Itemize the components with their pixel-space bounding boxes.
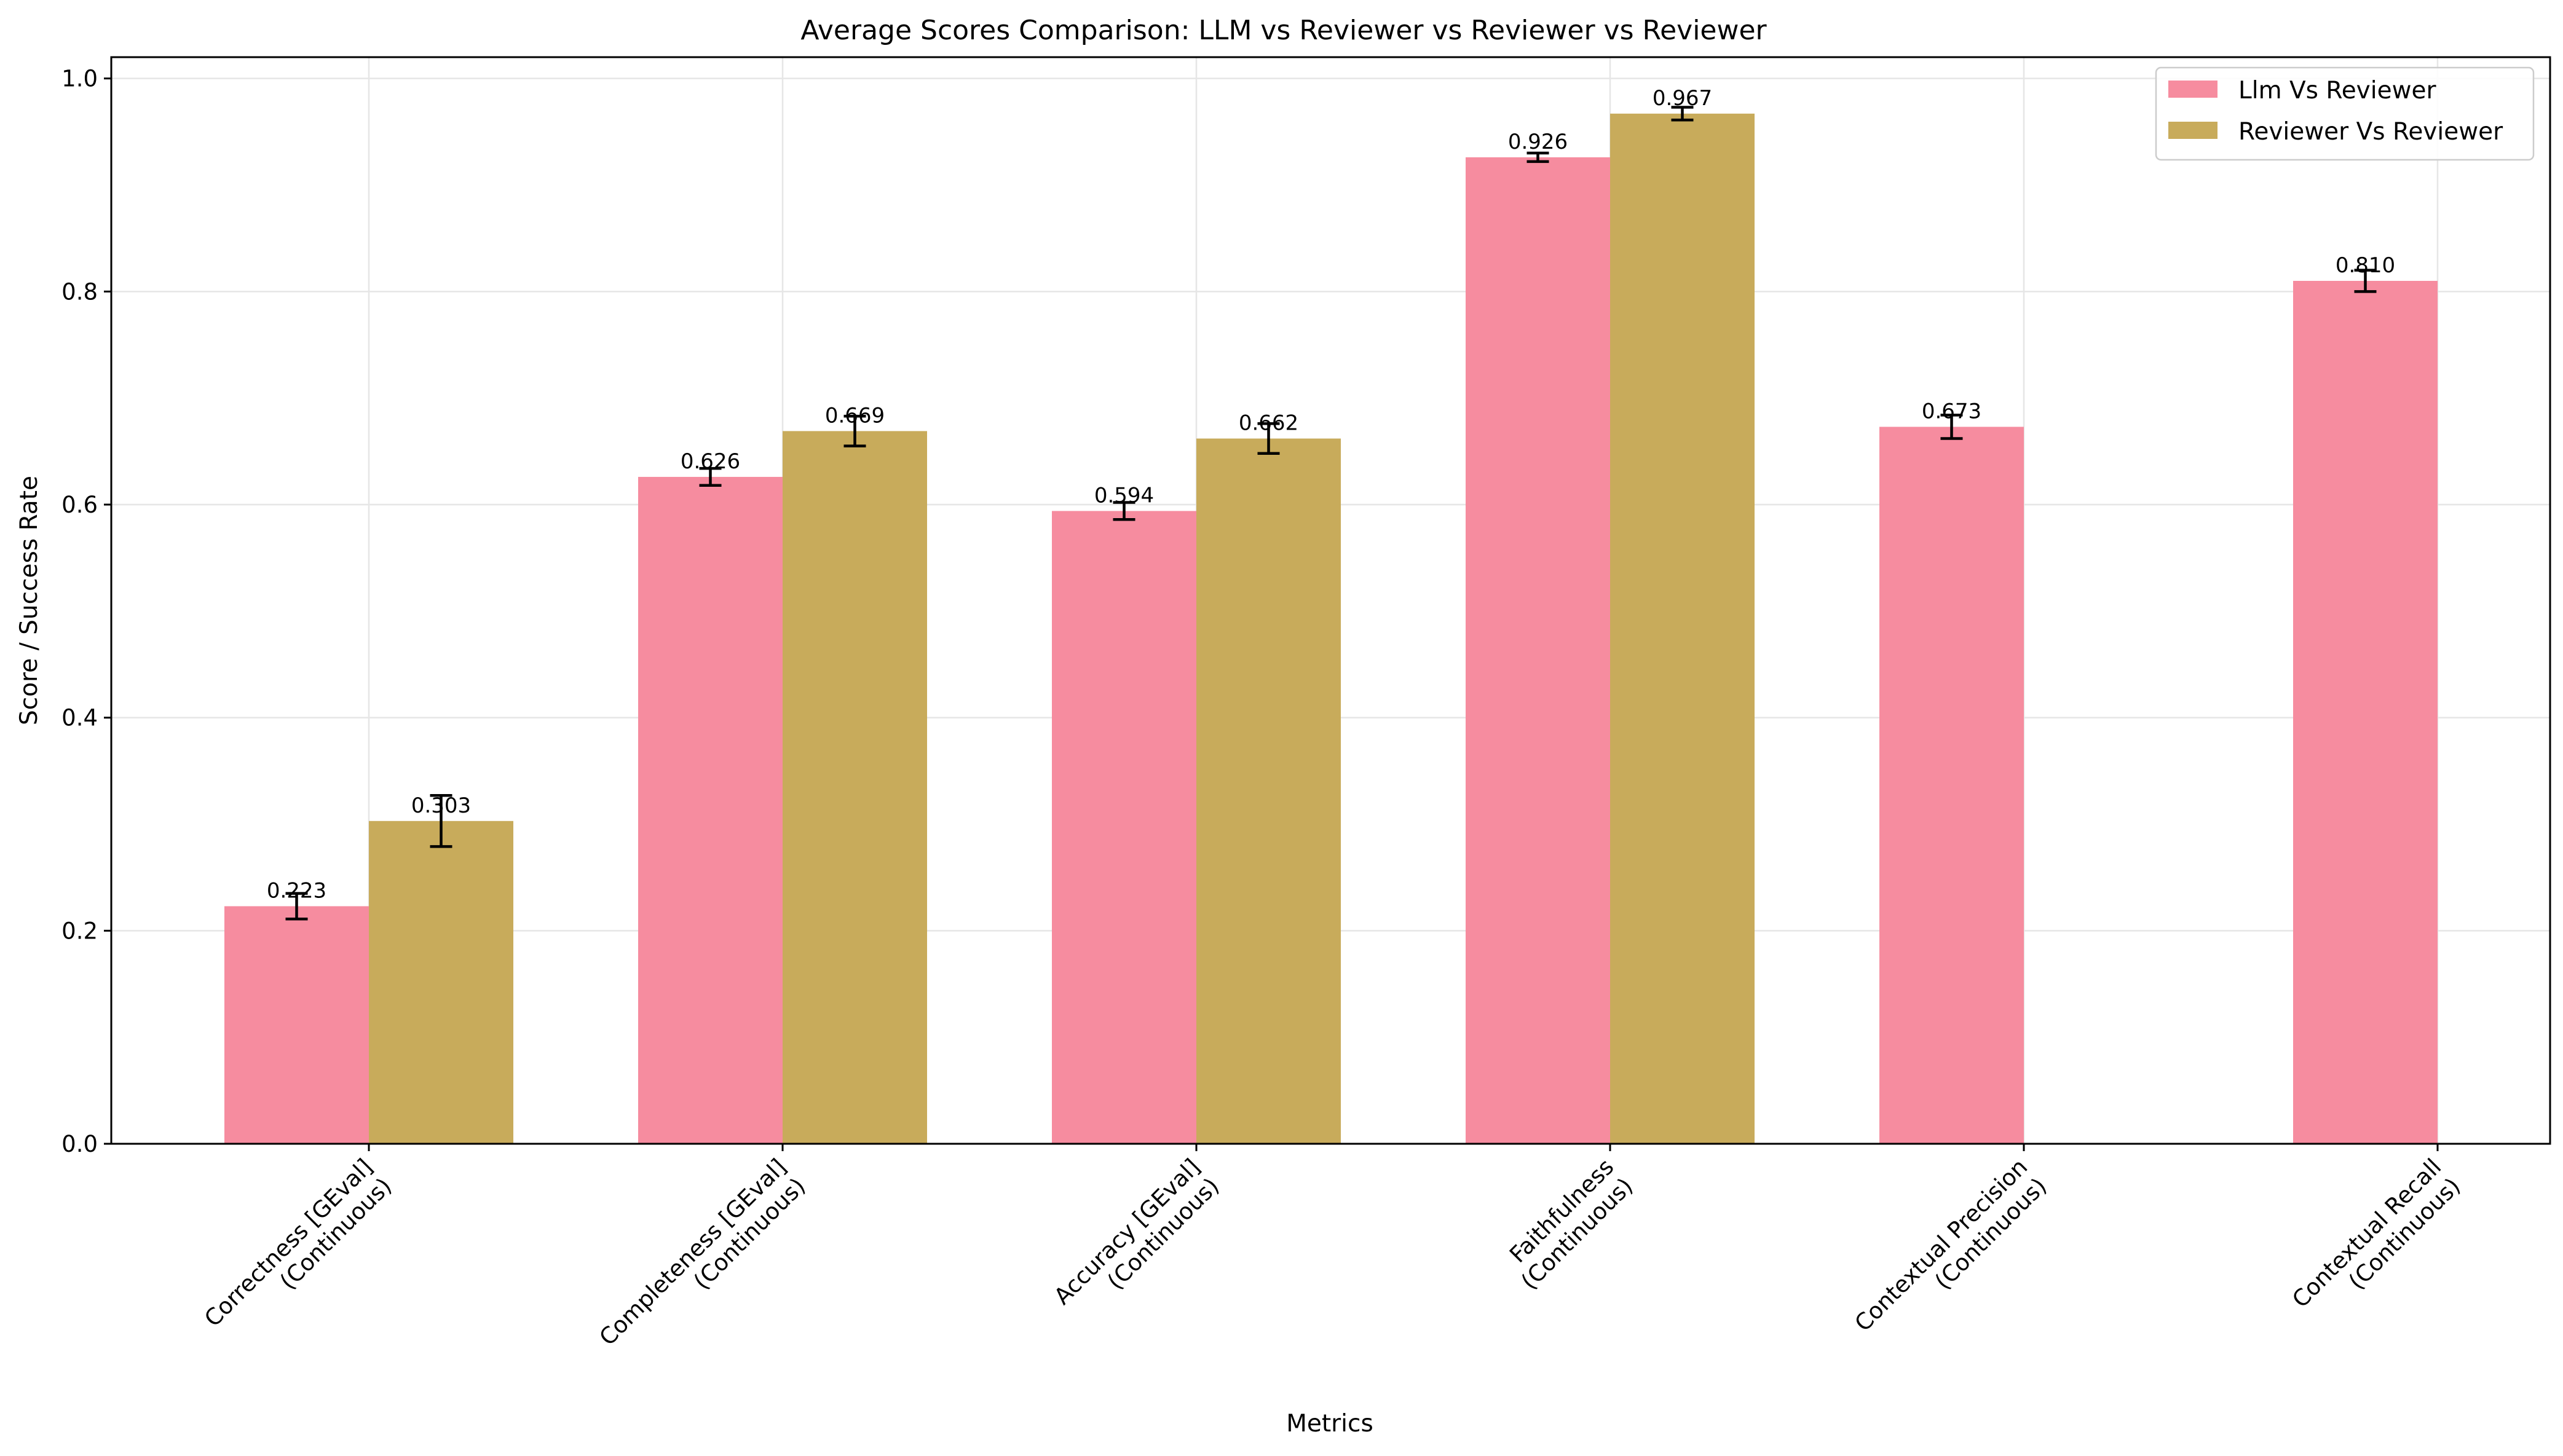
value-labels: 0.223 0.626 0.594 0.926 0.673 0.810 0.303 0.669… [267,86,2395,903]
x-axis-label: Metrics [1286,1410,1373,1438]
legend-label-llm-vs-reviewer: Llm Vs Reviewer [2238,77,2436,104]
data-label-reviewer-vs-reviewer-3: 0.967 [1653,86,1712,111]
bar-llm-vs-reviewer-5 [2293,281,2438,1144]
bar-llm-vs-reviewer-1 [638,476,783,1144]
bar-llm-vs-reviewer-2 [1052,511,1196,1144]
data-label-llm-vs-reviewer-0: 0.223 [267,878,326,903]
y-tick-label: 0.0 [61,1131,98,1157]
data-label-llm-vs-reviewer-5: 0.810 [2336,253,2395,278]
bar-llm-vs-reviewer-4 [1879,427,2024,1144]
bar-reviewer-vs-reviewer-3 [1610,113,1755,1144]
bar-reviewer-vs-reviewer-0 [369,820,513,1144]
y-axis-label: Score / Success Rate [15,476,43,725]
data-label-llm-vs-reviewer-3: 0.926 [1508,130,1568,154]
legend-label-reviewer-vs-reviewer: Reviewer Vs Reviewer [2238,118,2503,146]
grid-lines [111,57,2550,1145]
error-bars [285,106,2377,921]
bar-llm-vs-reviewer-0 [224,906,369,1144]
x-tick-label-accuracy-geval: Accuracy [GEval](Continuous) [1049,1154,1224,1329]
x-tick-label-completeness-geval: Completeness [GEval](Continuous) [594,1154,811,1370]
y-tick-label: 1.0 [61,66,98,92]
bar-llm-vs-reviewer-3 [1466,157,1610,1144]
y-tick-label: 0.8 [61,278,98,305]
y-tick-label: 0.4 [61,705,98,731]
data-label-reviewer-vs-reviewer-2: 0.662 [1239,411,1298,436]
y-axis-ticks: 0.0 0.2 0.4 0.6 0.8 1.0 [61,66,111,1157]
x-tick-label-correctness-geval: Correctness [GEval](Continuous) [199,1154,397,1351]
bar-reviewer-vs-reviewer-1 [783,431,927,1144]
x-tick-label-faithfulness: Faithfulness(Continuous) [1497,1154,1638,1295]
plot-frame [110,56,2551,1145]
data-label-reviewer-vs-reviewer-0: 0.303 [411,793,471,818]
x-tick-label-contextual-precision: Contextual Precision(Continuous) [1850,1154,2052,1356]
x-tick-label-contextual-recall: Contextual Recall(Continuous) [2287,1154,2465,1332]
bar-reviewer-vs-reviewer-2 [1196,438,1341,1144]
legend-box [2155,66,2535,161]
data-label-reviewer-vs-reviewer-1: 0.669 [825,403,885,428]
x-tick-label-line: Correctness [GEval] [199,1154,377,1332]
x-tick-label-line: Completeness [GEval] [594,1154,792,1351]
data-label-llm-vs-reviewer-2: 0.594 [1094,483,1154,508]
x-tick-label-line: Contextual Precision [1850,1154,2033,1337]
y-tick-label: 0.2 [61,918,98,944]
legend-swatch-reviewer-vs-reviewer [2168,122,2217,139]
bars [224,113,2438,1144]
legend: Llm Vs Reviewer Reviewer Vs Reviewer [2155,66,2535,161]
legend-swatch-llm-vs-reviewer [2168,81,2217,98]
x-axis-ticks: Correctness [GEval](Continuous) Completen… [199,1144,2465,1370]
data-label-llm-vs-reviewer-4: 0.673 [1922,399,1981,423]
chart-title: Average Scores Comparison: LLM vs Review… [800,15,1767,46]
y-tick-label: 0.6 [61,492,98,518]
data-label-llm-vs-reviewer-1: 0.626 [681,449,740,474]
